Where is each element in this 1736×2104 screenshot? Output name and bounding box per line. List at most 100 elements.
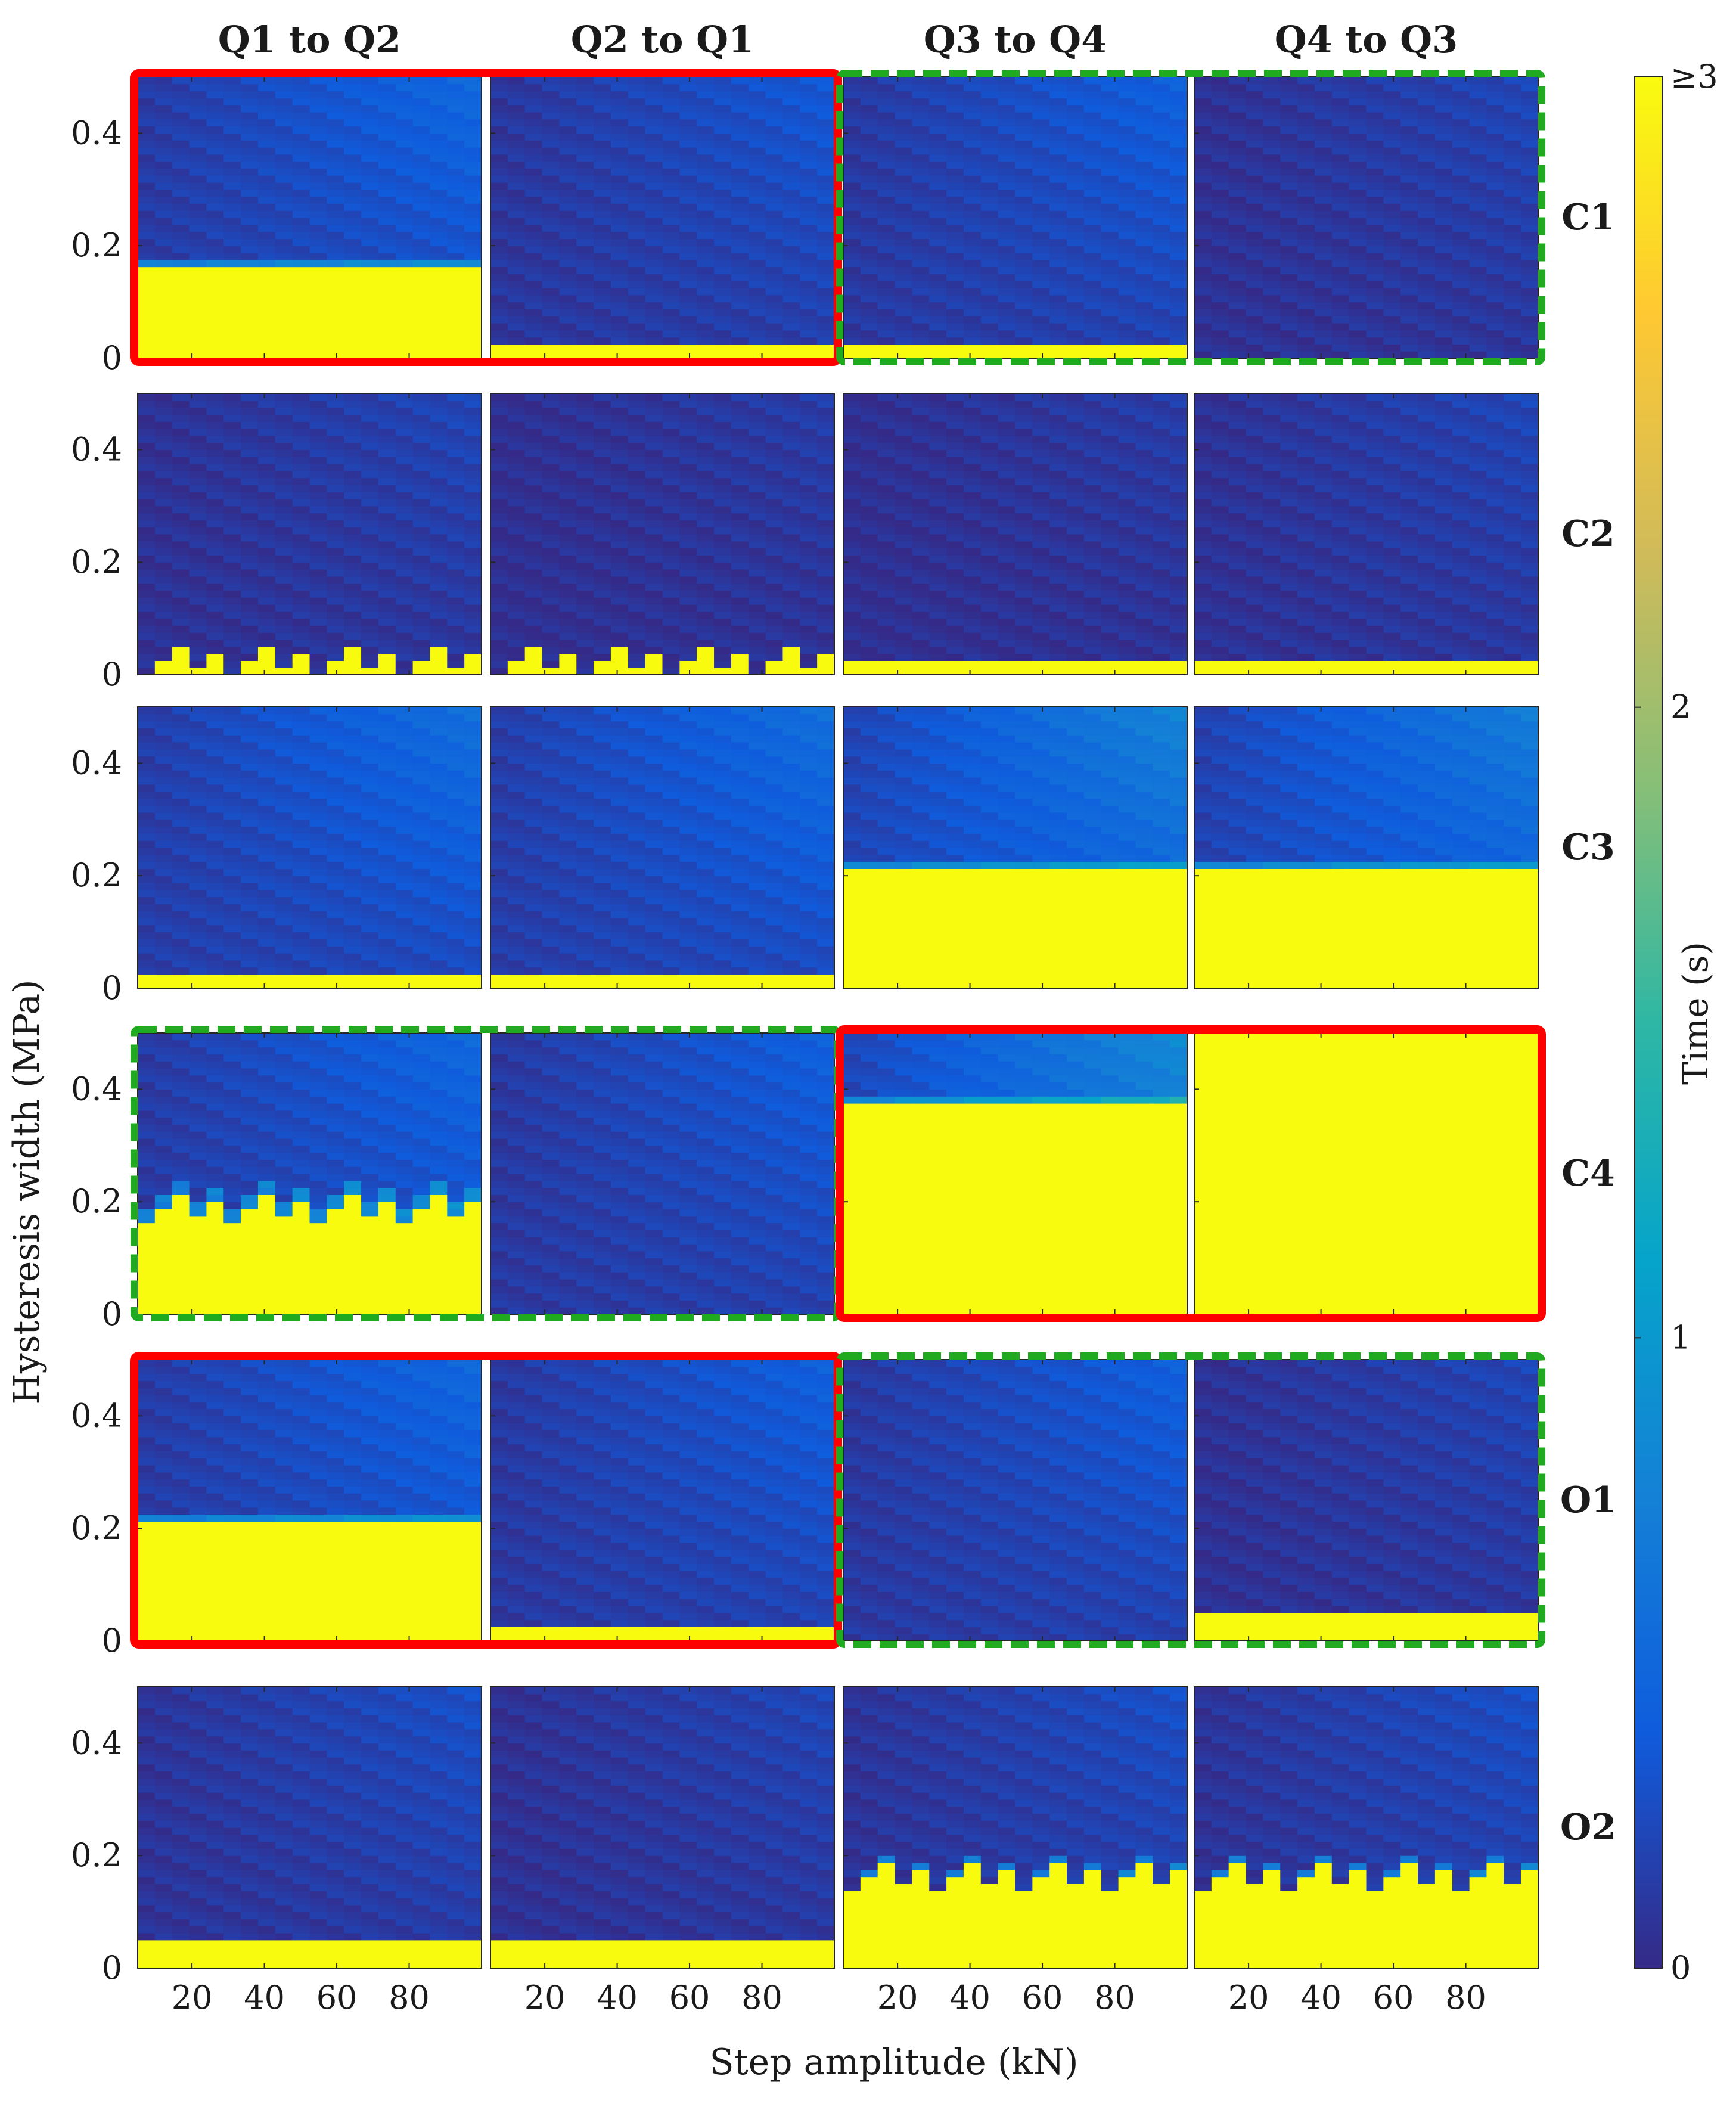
heatmap-cell bbox=[697, 632, 715, 640]
heatmap-cell bbox=[697, 140, 715, 148]
heatmap-cell bbox=[877, 435, 896, 443]
heatmap-cell bbox=[576, 281, 594, 288]
heatmap-cell bbox=[490, 569, 508, 577]
heatmap-cell bbox=[1032, 302, 1050, 309]
heatmap-cell bbox=[361, 513, 379, 520]
heatmap-cell bbox=[1452, 77, 1470, 85]
heatmap-cell bbox=[1015, 119, 1033, 127]
heatmap-cell bbox=[1366, 266, 1384, 274]
heatmap-cell bbox=[430, 548, 448, 556]
heatmap-cell bbox=[782, 597, 800, 605]
heatmap-cell bbox=[782, 154, 800, 162]
heatmap-cell bbox=[662, 203, 680, 211]
heatmap-cell bbox=[257, 210, 276, 218]
heatmap-cell bbox=[594, 281, 611, 288]
heatmap-cell bbox=[1263, 119, 1281, 127]
heatmap-cell bbox=[447, 625, 465, 633]
heatmap-cell bbox=[946, 281, 964, 288]
heatmap-cell bbox=[464, 555, 482, 563]
heatmap-cell bbox=[860, 485, 878, 492]
heatmap-cell bbox=[1434, 323, 1453, 331]
heatmap-cell bbox=[395, 449, 414, 457]
heatmap-cell bbox=[645, 457, 663, 464]
heatmap-cell bbox=[206, 196, 224, 204]
heatmap-cell bbox=[1211, 266, 1229, 274]
heatmap-cell bbox=[275, 288, 293, 296]
heatmap-cell bbox=[447, 196, 465, 204]
heatmap-cell bbox=[309, 597, 327, 605]
heatmap-cell bbox=[344, 555, 362, 563]
heatmap-cell bbox=[1153, 196, 1170, 204]
heatmap-cell bbox=[1263, 224, 1281, 232]
heatmap-cell bbox=[1015, 274, 1033, 281]
heatmap-cell bbox=[929, 98, 947, 105]
heatmap-cell bbox=[430, 499, 448, 507]
heatmap-cell bbox=[1118, 351, 1136, 359]
heatmap-cell bbox=[206, 562, 224, 570]
heatmap-cell bbox=[980, 91, 999, 98]
heatmap-cell bbox=[963, 182, 982, 190]
heatmap-cell bbox=[912, 238, 930, 246]
heatmap-cell bbox=[412, 442, 431, 450]
heatmap-cell bbox=[645, 492, 663, 499]
heatmap-cell bbox=[679, 294, 697, 303]
heatmap-cell bbox=[327, 119, 344, 127]
heatmap-cell bbox=[895, 161, 912, 169]
heatmap-cell bbox=[464, 309, 482, 316]
heatmap-cell bbox=[576, 534, 594, 542]
heatmap-cell bbox=[241, 161, 259, 169]
heatmap-cell bbox=[1118, 302, 1136, 309]
heatmap-cell bbox=[292, 470, 310, 479]
heatmap-cell bbox=[782, 337, 800, 345]
heatmap-cell bbox=[412, 246, 431, 253]
heatmap-cell bbox=[610, 83, 629, 92]
heatmap-cell bbox=[507, 330, 526, 338]
heatmap-cell bbox=[895, 344, 912, 352]
heatmap-cell bbox=[800, 274, 818, 281]
heatmap-cell bbox=[1015, 330, 1033, 338]
heatmap-cell bbox=[1015, 196, 1033, 204]
heatmap-cell bbox=[559, 632, 577, 640]
heatmap-cell bbox=[679, 485, 697, 492]
heatmap-cell bbox=[714, 161, 732, 169]
heatmap-cell bbox=[378, 309, 396, 316]
heatmap-cell bbox=[378, 98, 396, 105]
heatmap-cell bbox=[1504, 189, 1521, 197]
heatmap-cell bbox=[800, 548, 818, 556]
heatmap-cell bbox=[765, 105, 784, 113]
heatmap-cell bbox=[1101, 218, 1119, 225]
heatmap-cell bbox=[1228, 330, 1247, 338]
heatmap-cell bbox=[412, 527, 431, 535]
heatmap-cell bbox=[542, 668, 560, 675]
heatmap-cell bbox=[731, 393, 749, 401]
heatmap-cell bbox=[895, 154, 912, 162]
heatmap-cell bbox=[172, 660, 190, 668]
heatmap-cell bbox=[1032, 175, 1050, 183]
heatmap-cell bbox=[912, 253, 930, 260]
heatmap-cell bbox=[980, 266, 999, 274]
heatmap-cell bbox=[1170, 302, 1188, 309]
heatmap-cell bbox=[257, 470, 276, 479]
heatmap-cell bbox=[241, 492, 259, 499]
heatmap-cell bbox=[576, 210, 594, 218]
heatmap-cell bbox=[490, 429, 508, 436]
heatmap-cell bbox=[223, 238, 241, 246]
heatmap-cell bbox=[1032, 281, 1050, 288]
heatmap-cell bbox=[1418, 91, 1436, 98]
heatmap-cell bbox=[223, 660, 241, 668]
heatmap-cell bbox=[1101, 140, 1119, 148]
heatmap-cell bbox=[895, 294, 912, 303]
heatmap-cell bbox=[507, 660, 526, 668]
heatmap-cell bbox=[241, 646, 259, 654]
heatmap-cell bbox=[378, 196, 396, 204]
heatmap-cell bbox=[980, 161, 999, 169]
heatmap-cell bbox=[1049, 231, 1067, 239]
heatmap-cell bbox=[1297, 105, 1315, 113]
heatmap-cell bbox=[946, 83, 964, 92]
heatmap-cell bbox=[1101, 351, 1119, 359]
heatmap-cell bbox=[430, 154, 448, 162]
heatmap-cell bbox=[1504, 91, 1521, 98]
heatmap-cell bbox=[257, 140, 276, 148]
heatmap-cell bbox=[800, 449, 818, 457]
heatmap-cell bbox=[327, 505, 344, 514]
